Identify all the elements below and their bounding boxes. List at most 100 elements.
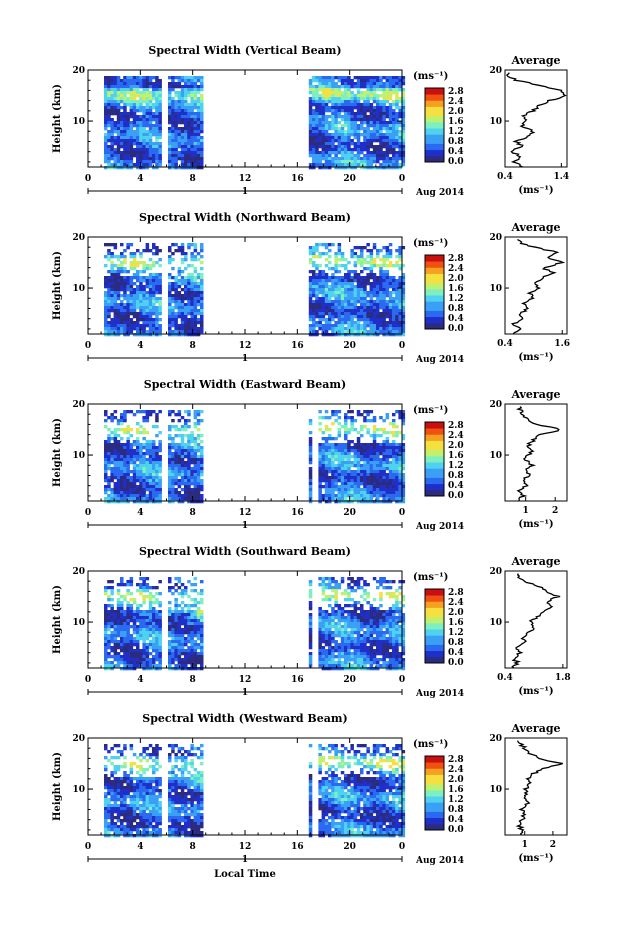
heatmap-cell <box>401 139 406 143</box>
heatmap-cell <box>174 288 178 292</box>
heatmap-cell <box>132 452 137 456</box>
heatmap-cell <box>116 79 121 83</box>
heatmap-cell <box>379 142 383 146</box>
heatmap-cell <box>395 434 399 438</box>
heatmap-cell <box>113 634 118 638</box>
heatmap-cell <box>193 470 198 474</box>
heatmap-cell <box>107 82 111 86</box>
heatmap-cell <box>340 488 345 492</box>
heatmap-cell <box>142 327 146 331</box>
heatmap-cell <box>196 88 201 92</box>
heatmap-cell <box>120 628 124 632</box>
heatmap-cell <box>369 318 374 322</box>
heatmap-cell <box>385 264 390 268</box>
heatmap-cell <box>129 103 134 107</box>
heatmap-cell <box>107 130 111 134</box>
x-tick-label: 4 <box>137 508 143 518</box>
heatmap-cell <box>184 321 188 325</box>
heatmap-cell <box>152 285 156 289</box>
heatmap-cell <box>350 285 354 289</box>
heatmap-cell <box>190 264 194 268</box>
heatmap-cell <box>168 166 172 170</box>
heatmap-cell <box>104 485 108 489</box>
heatmap-cell <box>123 613 127 617</box>
heatmap-cell <box>366 118 370 122</box>
heatmap-cell <box>395 249 399 253</box>
heatmap-cell <box>129 297 134 301</box>
heatmap-cell <box>376 482 380 486</box>
heatmap-cell <box>331 115 335 119</box>
heatmap-cell <box>123 640 127 644</box>
heatmap-cell <box>312 115 316 119</box>
heatmap-cell <box>347 300 351 304</box>
heatmap-cell <box>324 100 329 104</box>
heatmap-cell <box>180 324 185 328</box>
heatmap-cell <box>369 315 374 319</box>
heatmap-cell <box>379 112 383 116</box>
heatmap-cell <box>369 145 374 149</box>
heatmap-cell <box>318 139 322 143</box>
heatmap-cell <box>145 285 150 289</box>
heatmap-cell <box>110 604 114 608</box>
heatmap-cell <box>155 434 159 438</box>
heatmap-cell <box>113 470 118 474</box>
heatmap-cell <box>129 264 134 268</box>
heatmap-cell <box>123 318 127 322</box>
heatmap-cell <box>340 154 345 158</box>
heatmap-cell <box>331 76 335 80</box>
heatmap-cell <box>190 154 194 158</box>
heatmap-cell <box>376 276 380 280</box>
heatmap-cell <box>356 330 361 334</box>
heatmap-cell <box>116 106 121 110</box>
heatmap-cell <box>129 491 134 495</box>
colorbar-segment <box>425 158 444 163</box>
heatmap-cell <box>356 309 361 313</box>
heatmap-cell <box>353 458 358 462</box>
heatmap-cell <box>104 649 108 653</box>
heatmap-cell <box>148 94 153 98</box>
heatmap-cell <box>132 267 137 271</box>
heatmap-cell <box>337 243 342 247</box>
heatmap-cell <box>110 261 114 265</box>
heatmap-cell <box>171 464 175 468</box>
heatmap-cell <box>171 124 175 128</box>
heatmap-cell <box>184 133 188 137</box>
heatmap-cell <box>193 464 198 468</box>
heatmap-cell <box>363 163 367 167</box>
heatmap-cell <box>388 422 393 426</box>
heatmap-cell <box>315 157 319 161</box>
heatmap-cell <box>145 476 150 480</box>
heatmap-cell <box>334 473 338 477</box>
heatmap-cell <box>132 100 137 104</box>
heatmap-cell <box>315 88 319 92</box>
heatmap-cell <box>318 464 322 468</box>
heatmap-cell <box>318 166 322 170</box>
heatmap-cell <box>321 458 326 462</box>
heatmap-cell <box>363 303 367 307</box>
heatmap-cell <box>334 500 338 504</box>
heatmap-cell <box>376 294 380 298</box>
heatmap-cell <box>344 300 348 304</box>
heatmap-cell <box>337 249 342 253</box>
heatmap-cell <box>177 410 182 414</box>
heatmap-cell <box>324 103 329 107</box>
heatmap-cell <box>139 449 143 453</box>
heatmap-cell <box>120 413 124 417</box>
heatmap-cell <box>200 312 204 316</box>
heatmap-cell <box>376 130 380 134</box>
heatmap-cell <box>318 121 322 125</box>
colorbar-segment <box>425 298 444 302</box>
heatmap-cell <box>116 297 121 301</box>
heatmap-cell <box>152 318 156 322</box>
heatmap-cell <box>184 479 188 483</box>
heatmap-cell <box>318 327 322 331</box>
heatmap-cell <box>315 255 319 259</box>
heatmap-cell <box>388 121 393 125</box>
heatmap-cell <box>193 79 198 83</box>
avg-unit-label: (ms⁻¹) <box>518 519 553 530</box>
heatmap-cell <box>136 422 140 426</box>
heatmap-cell <box>193 491 198 495</box>
heatmap-cell <box>155 324 159 328</box>
heatmap-cell <box>177 127 182 131</box>
heatmap-cell <box>395 133 399 137</box>
